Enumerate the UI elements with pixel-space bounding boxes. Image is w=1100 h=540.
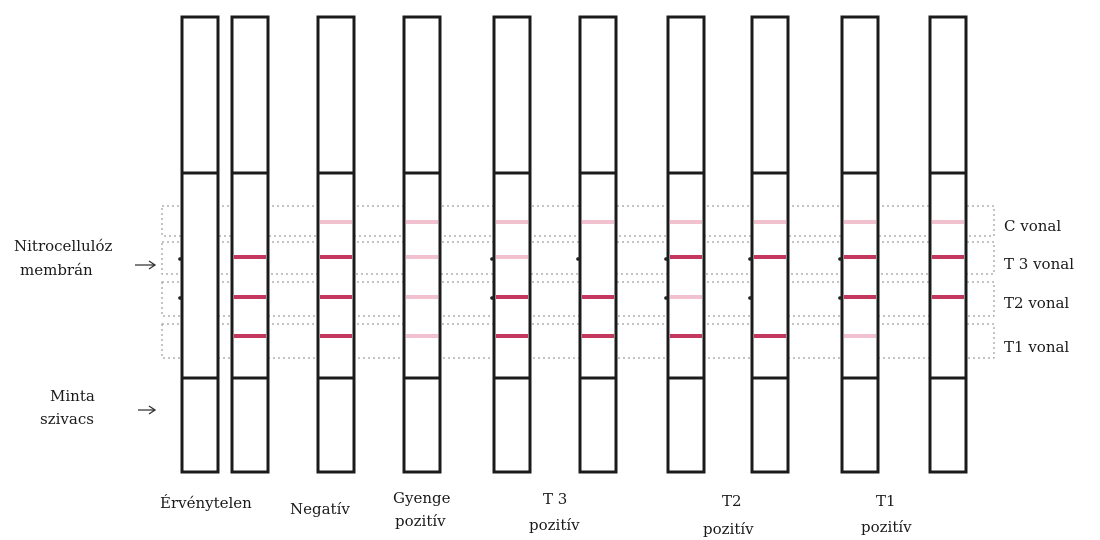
marker-dot: [838, 257, 842, 261]
sponge-label-line-2: szivacs: [40, 410, 94, 428]
marker-dot: [748, 257, 752, 261]
t2-line-band-strong: [844, 295, 876, 299]
t3-line-band-strong: [234, 255, 266, 259]
t1-line-band-faint: [844, 334, 876, 338]
marker-dot: [838, 296, 842, 300]
sponge-label-line-1: Minta: [50, 387, 95, 405]
t3-line-label: T 3 vonal: [1004, 255, 1074, 273]
strip-body: [316, 15, 356, 474]
c-line-band-faint: [320, 220, 352, 224]
zone-c-line: [161, 205, 995, 237]
zone-t2-line: [161, 281, 995, 317]
test-strip-2: [230, 15, 270, 474]
c-line-band-faint: [932, 220, 964, 224]
t2-line-band-faint: [406, 295, 438, 299]
c-line-band-faint: [582, 220, 614, 224]
t1-line-band-strong: [670, 334, 702, 338]
result-t2-positive-line-2: pozitív: [703, 520, 754, 538]
line-zones: [161, 205, 995, 359]
t3-line-band-strong: [844, 255, 876, 259]
strip-body: [928, 15, 968, 474]
result-invalid: Érvénytelen: [160, 494, 252, 512]
test-strip-6: [576, 15, 618, 474]
c-line-band-faint: [406, 220, 438, 224]
marker-dot: [748, 296, 752, 300]
test-strip-7: [664, 15, 706, 474]
sponge-arrow-head: [148, 405, 157, 415]
strip-body: [750, 15, 790, 474]
marker-dot: [178, 296, 182, 300]
t1-line-band-strong: [234, 334, 266, 338]
strip-body: [180, 15, 220, 474]
strip-body: [840, 15, 880, 474]
t2-line-band-strong: [496, 295, 528, 299]
test-strip-5: [490, 15, 532, 474]
t1-line-label: T1 vonal: [1004, 338, 1069, 356]
result-t1-positive-line-2: pozitív: [861, 518, 912, 536]
t2-line-label: T2 vonal: [1004, 294, 1069, 312]
test-strip-10: [928, 15, 968, 474]
membrane-label-line-1: Nitrocellulóz: [14, 237, 113, 255]
t3-line-band-strong: [932, 255, 964, 259]
result-t1-positive-line-1: T1: [876, 492, 896, 510]
t3-line-band-strong: [320, 255, 352, 259]
strip-body: [402, 15, 442, 474]
result-t3-positive-line-2: pozitív: [529, 516, 580, 534]
marker-dot: [664, 257, 668, 261]
result-t3-positive-line-1: T 3: [543, 490, 567, 508]
c-line-band-faint: [844, 220, 876, 224]
c-line-label: C vonal: [1004, 217, 1061, 235]
test-strip-1: [178, 15, 220, 474]
line-labels: C vonal T 3 vonal T2 vonal T1 vonal: [1004, 217, 1074, 356]
t3-line-band-faint: [496, 255, 528, 259]
t1-line-band-strong: [496, 334, 528, 338]
test-strip-9: [838, 15, 880, 474]
marker-dot: [664, 296, 668, 300]
sponge-label-group: Minta szivacs: [40, 387, 157, 428]
result-weak-positive-line-2: pozitív: [395, 512, 446, 530]
membrane-label-line-2: membrán: [20, 261, 93, 279]
t2-line-band-faint: [670, 295, 702, 299]
t2-line-band-strong: [320, 295, 352, 299]
strip-body: [578, 15, 618, 474]
membrane-arrow-head: [148, 260, 157, 270]
test-strips: [178, 15, 968, 474]
zone-t1-line: [161, 323, 995, 359]
result-weak-positive-line-1: Gyenge: [393, 489, 451, 507]
t1-line-band-strong: [754, 334, 786, 338]
c-line-band-faint: [496, 220, 528, 224]
t3-line-band-strong: [670, 255, 702, 259]
result-negative: Negatív: [290, 500, 350, 518]
strip-body: [492, 15, 532, 474]
t2-line-band-strong: [932, 295, 964, 299]
t2-line-band-strong: [234, 295, 266, 299]
t1-line-band-strong: [582, 334, 614, 338]
marker-dot: [490, 257, 494, 261]
test-strip-4: [402, 15, 442, 474]
test-strip-3: [316, 15, 356, 474]
result-labels: Érvénytelen Negatív Gyenge pozitív T 3 p…: [160, 489, 912, 538]
strip-body: [666, 15, 706, 474]
t2-line-band-strong: [582, 295, 614, 299]
marker-dot: [490, 296, 494, 300]
marker-dot: [576, 257, 580, 261]
t1-line-band-strong: [320, 334, 352, 338]
result-t2-positive-line-1: T2: [722, 492, 742, 510]
c-line-band-faint: [754, 220, 786, 224]
c-line-band-faint: [670, 220, 702, 224]
test-strip-8: [748, 15, 790, 474]
t3-line-band-strong: [754, 255, 786, 259]
t3-line-band-faint: [406, 255, 438, 259]
membrane-label-group: Nitrocellulóz membrán: [14, 237, 157, 279]
t1-line-band-faint: [406, 334, 438, 338]
strip-body: [230, 15, 270, 474]
zone-t3-line: [161, 241, 995, 275]
marker-dot: [178, 257, 182, 261]
